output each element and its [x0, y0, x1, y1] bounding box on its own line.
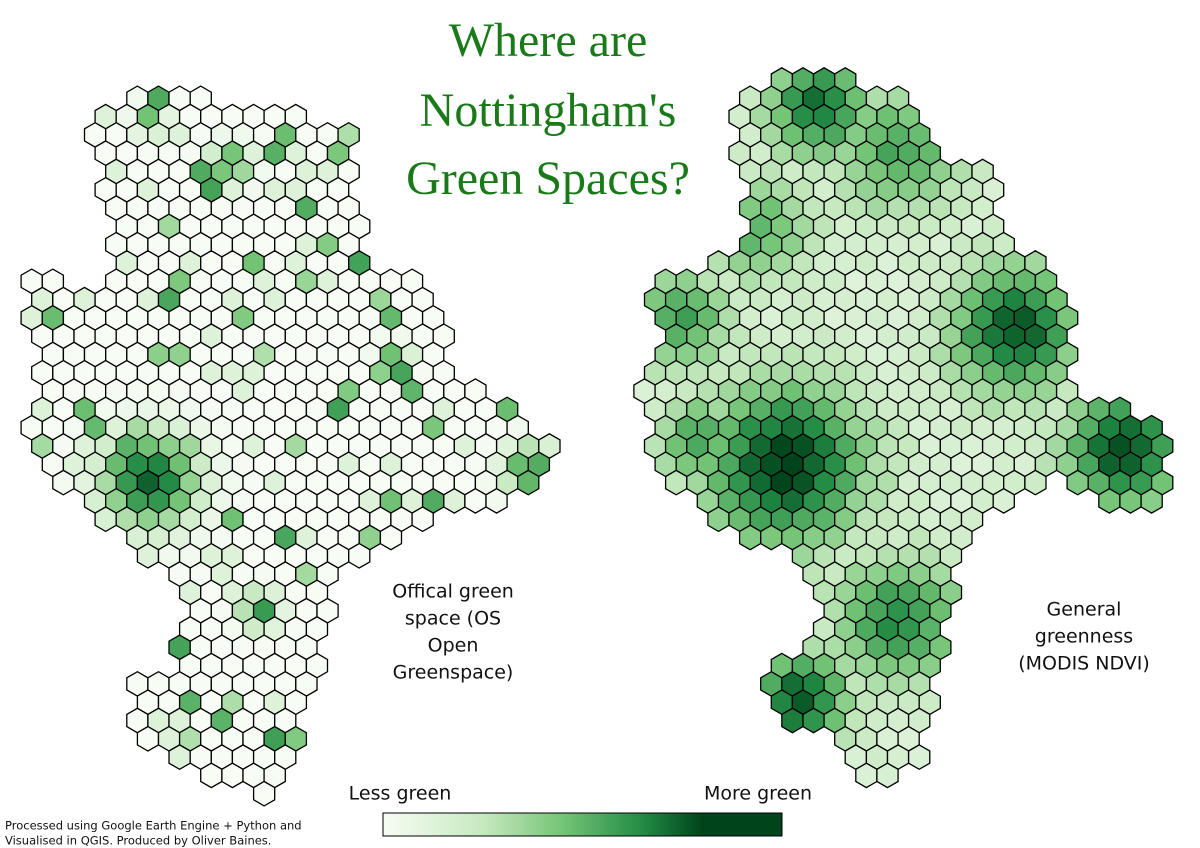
hex-cell: [1140, 487, 1163, 514]
hex-cell: [907, 744, 931, 771]
hex-cell: [517, 469, 540, 496]
hex-cell: [802, 707, 825, 734]
hex-cell: [1024, 469, 1047, 496]
hex-cell: [1119, 487, 1142, 514]
hex-cell: [379, 524, 403, 551]
caption: Greenspace): [393, 662, 514, 684]
caption: space (OS: [405, 608, 501, 630]
hex-cell: [992, 487, 1015, 514]
hex-cell: [738, 524, 762, 551]
hex-cell: [52, 469, 75, 496]
caption: General: [1047, 599, 1122, 621]
hex-cell: [760, 524, 783, 551]
title-line: Nottingham's: [420, 84, 677, 137]
hex-cell: [411, 506, 434, 533]
hex-cell: [855, 762, 878, 789]
hex-cell: [664, 469, 688, 496]
hex-cell: [94, 506, 117, 533]
caption: Offical green: [392, 581, 514, 603]
hex-cell: [221, 762, 244, 789]
hex-maps: [20, 67, 1174, 807]
hex-cell: [168, 744, 191, 771]
legend-low: Less green: [349, 783, 452, 805]
title-line: Where are: [449, 14, 648, 67]
hex-cell: [781, 707, 804, 734]
hex-cell: [876, 762, 899, 789]
hex-cell: [707, 506, 730, 533]
footer: Processed using Google Earth Engine + Py…: [5, 819, 302, 833]
legend-high: More green: [704, 783, 812, 805]
hex-cell: [443, 487, 466, 514]
title-line: Green Spaces?: [406, 152, 690, 205]
hex-cell: [348, 542, 371, 569]
hex-cell: [252, 780, 276, 807]
hex-cell: [1066, 469, 1089, 496]
hex-cell: [136, 725, 160, 752]
caption: (MODIS NDVI): [1018, 653, 1150, 675]
hex-cell: [200, 762, 223, 789]
caption: Open: [428, 635, 479, 657]
hex-cell: [485, 487, 508, 514]
hex-cell: [136, 542, 160, 569]
caption: greenness: [1035, 626, 1133, 648]
hex-cell: [464, 487, 487, 514]
legend-colorbar: [382, 812, 783, 837]
footer: Visualised in QGIS. Produced by Oliver B…: [5, 834, 271, 848]
hex-cell: [1098, 487, 1121, 514]
